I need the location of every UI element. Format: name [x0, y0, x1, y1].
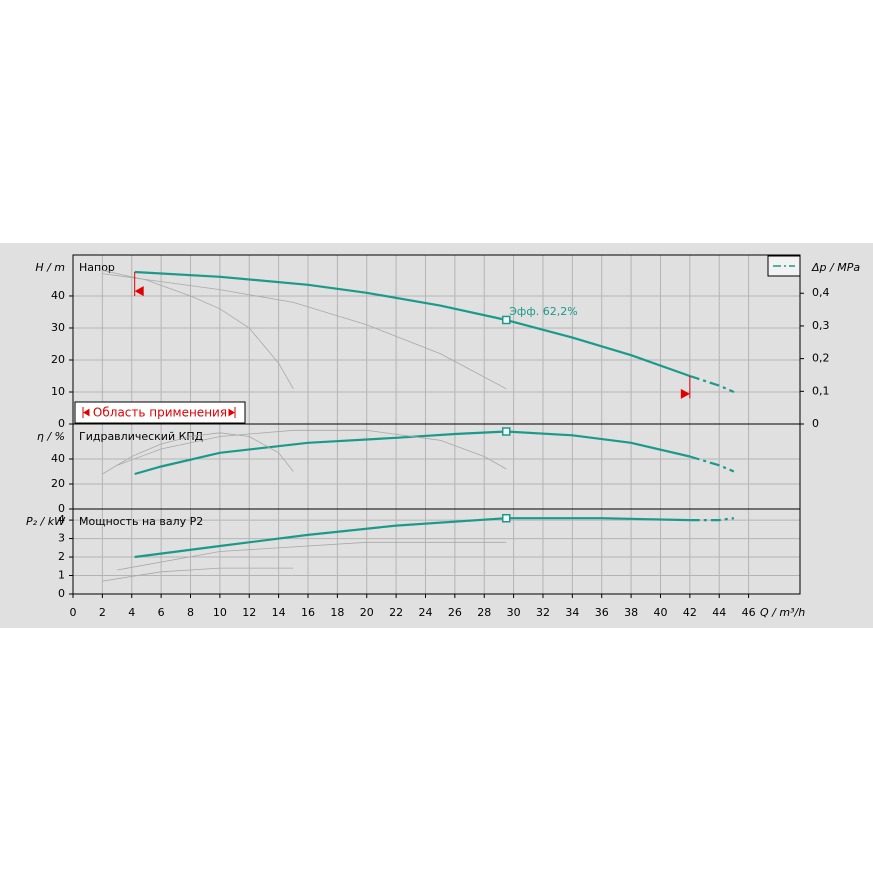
x-tick-label: 6 [158, 606, 165, 619]
x-tick-label: 32 [536, 606, 550, 619]
x-tick-label: 18 [330, 606, 344, 619]
curve [689, 374, 735, 394]
range-end-marker [680, 388, 690, 399]
x-tick-label: 28 [477, 606, 491, 619]
x-tick-label: 2 [99, 606, 106, 619]
x-tick-label: 30 [507, 606, 521, 619]
curve [134, 430, 691, 476]
y-tick-label: 4 [58, 513, 65, 526]
x-tick-label: 4 [128, 606, 135, 619]
y2-axis-label: Δp / MPa [811, 261, 860, 274]
y-tick-label: 40 [51, 452, 65, 465]
range-arrows [82, 407, 236, 418]
curve [102, 567, 294, 582]
curve [134, 270, 691, 378]
curve [102, 432, 294, 475]
y-tick-label: 0 [58, 587, 65, 600]
y-tick-label: 0 [58, 502, 65, 515]
curve [689, 455, 735, 473]
x-tick-label: 12 [242, 606, 256, 619]
x-tick-label: 38 [624, 606, 638, 619]
y-tick-label: 0 [58, 417, 65, 430]
y-tick-label: 20 [51, 353, 65, 366]
x-tick-label: 24 [418, 606, 432, 619]
x-tick-label: 8 [187, 606, 194, 619]
x-tick-label: 44 [712, 606, 726, 619]
x-axis-label: Q / m³/h [760, 606, 805, 619]
panel-title: Мощность на валу P2 [79, 515, 203, 528]
y-tick-label: 10 [51, 385, 65, 398]
x-tick-label: 14 [272, 606, 286, 619]
panel-title: Гидравлический КПД [79, 430, 204, 443]
range-start-marker [134, 286, 144, 297]
duty-point [502, 315, 511, 325]
curve [117, 541, 507, 571]
x-tick-label: 22 [389, 606, 403, 619]
x-tick-label: 20 [360, 606, 374, 619]
range-box [74, 401, 246, 424]
annotation: Эфф. 62,2% [509, 305, 577, 318]
x-tick-label: 0 [70, 606, 77, 619]
curve [689, 517, 735, 522]
y2-tick-label: 0,1 [812, 384, 830, 397]
x-tick-label: 46 [742, 606, 756, 619]
y-tick-label: 3 [58, 532, 65, 545]
y-axis-label: η / % [37, 430, 65, 443]
y-tick-label: 40 [51, 289, 65, 302]
curve [116, 429, 507, 470]
x-tick-label: 40 [653, 606, 667, 619]
x-tick-label: 36 [595, 606, 609, 619]
curve [134, 517, 690, 559]
panel-title: Напор [79, 261, 115, 274]
y-tick-label: 2 [58, 550, 65, 563]
duty-point [502, 513, 511, 523]
plot-frame [72, 508, 801, 595]
y-tick-label: 1 [58, 569, 65, 582]
y-tick-label: 20 [51, 477, 65, 490]
y-tick-label: 30 [51, 321, 65, 334]
y2-tick-label: 0,4 [812, 286, 830, 299]
x-tick-label: 34 [565, 606, 579, 619]
curve [102, 273, 507, 390]
y2-tick-label: 0,3 [812, 319, 830, 332]
x-tick-label: 10 [213, 606, 227, 619]
duty-point [502, 427, 511, 436]
y-axis-label: H / m [35, 261, 65, 274]
x-tick-label: 16 [301, 606, 315, 619]
x-tick-label: 42 [683, 606, 697, 619]
range-label: Область применения [93, 406, 227, 420]
y2-tick-label: 0,2 [812, 352, 830, 365]
x-tick-label: 26 [448, 606, 462, 619]
y-axis-label: P₂ / kW [26, 515, 66, 528]
y2-tick-label: 0 [812, 417, 819, 430]
